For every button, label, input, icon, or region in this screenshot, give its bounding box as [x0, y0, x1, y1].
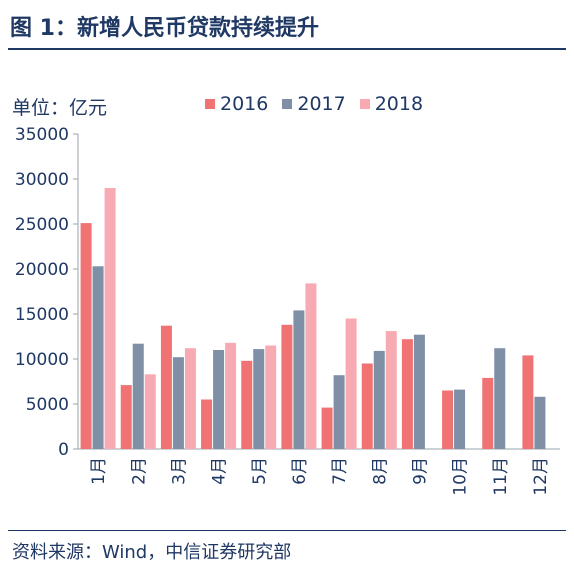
x-tick-label-6: 6月: [290, 457, 310, 485]
y-tick-label-1: 5000: [26, 395, 69, 415]
legend: 2016 2017 2018: [205, 93, 423, 115]
y-tick-label-6: 30000: [15, 170, 69, 190]
bar-2018-2: [144, 374, 156, 449]
bar-2017-2: [132, 343, 144, 449]
bar-2018-8: [385, 331, 397, 449]
source-rule: [8, 530, 566, 531]
legend-label-2016: 2016: [220, 93, 269, 115]
title-rule: [8, 48, 566, 50]
bar-2016-11: [482, 377, 494, 449]
bar-2016-12: [522, 355, 534, 449]
bar-2016-9: [401, 339, 413, 449]
y-tick-label-7: 35000: [15, 125, 69, 145]
unit-label: 单位：亿元: [12, 97, 108, 119]
bar-2017-1: [92, 266, 104, 449]
x-tick-label-10: 10月: [451, 457, 471, 496]
x-tick-label-9: 9月: [410, 457, 430, 485]
bar-2018-6: [305, 283, 317, 449]
bar-2018-5: [265, 345, 277, 449]
bar-2016-5: [241, 360, 253, 449]
legend-item-2018: 2018: [359, 93, 424, 115]
bar-2017-7: [333, 375, 345, 449]
legend-label-2018: 2018: [374, 93, 424, 115]
x-tick-label-8: 8月: [370, 457, 390, 485]
legend-item-2016: 2016: [205, 93, 268, 115]
legend-item-2017: 2017: [282, 93, 346, 115]
bar-2018-4: [225, 342, 237, 449]
source-note: 资料来源：Wind，中信证券研究部: [12, 542, 292, 563]
x-tick-label-2: 2月: [129, 457, 149, 485]
bar-2016-6: [281, 324, 293, 449]
bar-2017-10: [454, 389, 466, 449]
y-tick-label-3: 15000: [15, 305, 69, 325]
bar-2016-4: [201, 399, 213, 449]
bar-2016-8: [361, 363, 373, 449]
y-tick-label-2: 10000: [15, 350, 69, 370]
bar-2017-4: [213, 350, 225, 449]
bar-2016-2: [120, 385, 132, 449]
bar-2017-6: [293, 310, 305, 449]
x-tick-label-5: 5月: [250, 457, 270, 485]
bar-2016-10: [442, 390, 454, 449]
x-tick-label-4: 4月: [210, 457, 230, 485]
x-tick-label-11: 11月: [491, 457, 511, 496]
bar-2018-1: [104, 188, 116, 449]
figure-title: 图 1：新增人民币贷款持续提升: [10, 16, 319, 41]
legend-swatch-2016: [205, 99, 215, 109]
legend-label-2017: 2017: [297, 93, 346, 115]
bar-2017-11: [494, 348, 506, 449]
x-tick-label-3: 3月: [169, 457, 189, 485]
bar-2017-8: [373, 350, 385, 449]
bar-2017-3: [172, 357, 184, 449]
bar-2017-12: [534, 396, 546, 449]
bar-2016-7: [321, 407, 333, 449]
bar-2018-7: [345, 318, 357, 449]
y-tick-label-0: 0: [58, 440, 69, 460]
bar-2017-9: [413, 334, 425, 449]
x-tick-label-12: 12月: [531, 457, 551, 496]
y-tick-label-5: 25000: [15, 215, 69, 235]
x-tick-label-1: 1月: [89, 457, 109, 485]
bar-2017-5: [253, 349, 265, 449]
x-tick-label-7: 7月: [330, 457, 350, 485]
legend-swatch-2017: [282, 99, 293, 109]
bar-chart: 0 5000 10000 15000 20000 25000 30000 35000 1月 2月 3…: [15, 125, 560, 496]
bar-2016-3: [160, 325, 172, 449]
legend-swatch-2018: [359, 99, 370, 109]
bar-2018-3: [184, 348, 196, 449]
y-tick-label-4: 20000: [15, 260, 69, 280]
bar-2016-1: [80, 223, 92, 449]
